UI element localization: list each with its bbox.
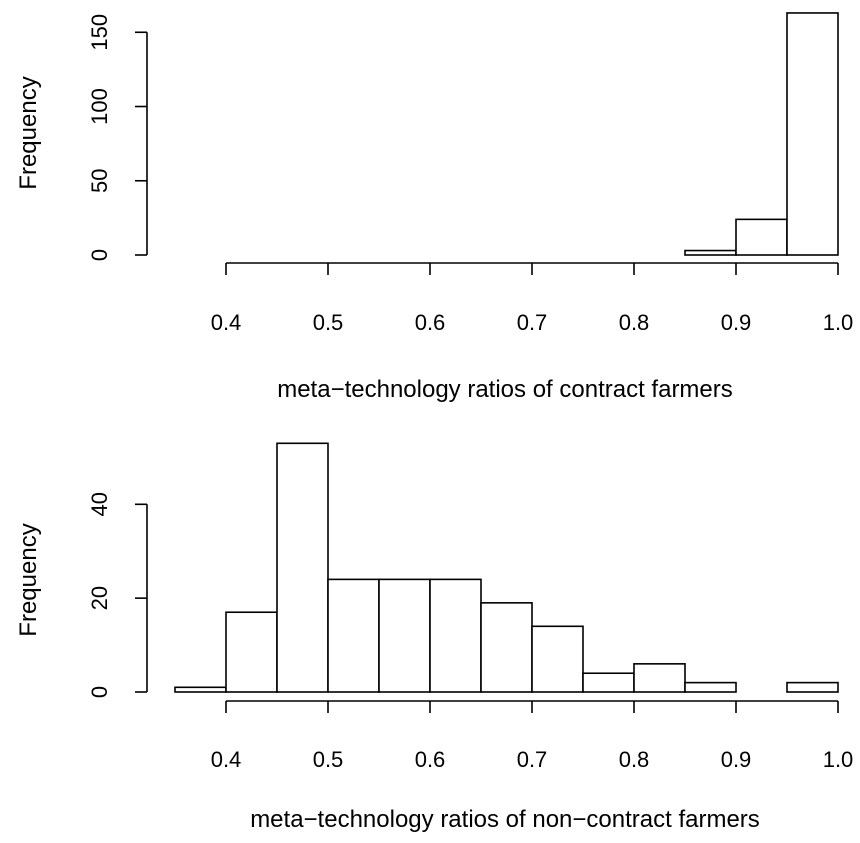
x-tick-label: 0.8: [619, 747, 650, 772]
x-tick-label: 0.9: [721, 310, 752, 335]
histogram-bar: [429, 578, 482, 693]
x-tick-label: 0.4: [211, 747, 242, 772]
y-tick-label: 100: [87, 88, 112, 125]
x-axis-title: meta−technology ratios of non−contract f…: [250, 806, 760, 833]
histogram-bar: [735, 218, 788, 256]
x-tick-label: 0.5: [313, 747, 344, 772]
x-tick-label: 0.7: [517, 747, 548, 772]
histogram-bar: [327, 578, 380, 693]
histogram-bar: [276, 442, 329, 693]
y-tick-label: 20: [87, 586, 112, 610]
x-axis: 0.4 0.5 0.6 0.7 0.8 0.9 1.0: [211, 700, 854, 772]
x-tick-label: 0.7: [517, 310, 548, 335]
histogram-bars: [174, 442, 839, 693]
histogram-bar: [582, 672, 635, 693]
histogram-bar: [225, 611, 278, 693]
histogram-bar: [531, 625, 584, 693]
x-axis: 0.4 0.5 0.6 0.7 0.8 0.9 1.0: [211, 262, 854, 335]
histogram-bars: [684, 12, 839, 256]
y-axis: 0 50 100 150: [87, 14, 148, 261]
histogram-bar: [480, 602, 533, 693]
y-tick-label: 0: [87, 686, 112, 698]
histogram-bar: [786, 12, 839, 256]
histogram-bar: [684, 681, 737, 693]
x-tick-label: 1.0: [823, 747, 854, 772]
x-tick-label: 0.6: [415, 747, 446, 772]
x-tick-label: 0.5: [313, 310, 344, 335]
y-tick-label: 0: [87, 249, 112, 261]
y-axis-title: Frequency: [15, 523, 42, 636]
contract-farmers-histogram: 0 50 100 150 0.4 0.5 0.6 0.7 0.8 0.9 1.0 Frequenc…: [15, 12, 854, 403]
y-tick-label: 50: [87, 169, 112, 193]
histogram-bar: [786, 681, 839, 693]
x-tick-label: 1.0: [823, 310, 854, 335]
non-contract-farmers-histogram: 0 20 40 0.4 0.5 0.6 0.7 0.8 0.9 1.0 Frequency me…: [15, 442, 854, 833]
x-tick-label: 0.8: [619, 310, 650, 335]
y-axis: 0 20 40: [87, 492, 148, 698]
histogram-bar: [633, 663, 686, 693]
x-tick-label: 0.9: [721, 747, 752, 772]
y-tick-label: 150: [87, 14, 112, 51]
y-axis-title: Frequency: [15, 76, 42, 189]
y-tick-label: 40: [87, 492, 112, 516]
x-tick-label: 0.6: [415, 310, 446, 335]
histogram-bar: [174, 686, 227, 693]
histogram-bar: [378, 578, 431, 693]
x-axis-title: meta−technology ratios of contract farme…: [277, 376, 733, 403]
x-tick-label: 0.4: [211, 310, 242, 335]
histogram-bar: [684, 249, 737, 256]
